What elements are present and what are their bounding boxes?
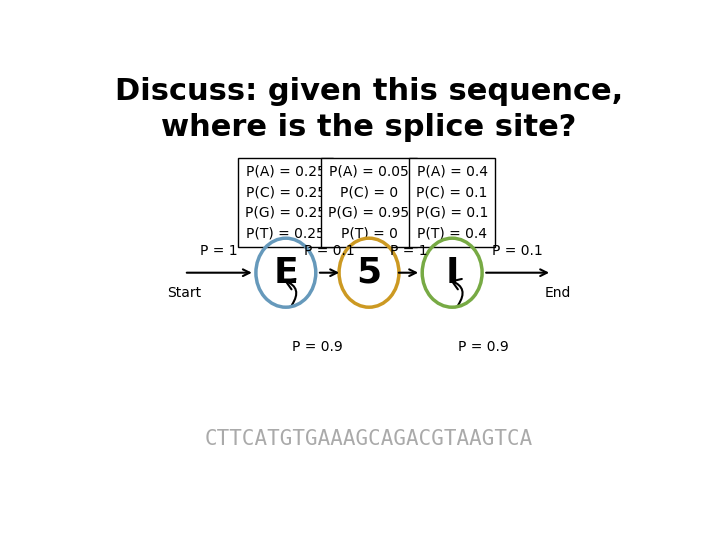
Text: Discuss: given this sequence,
where is the splice site?: Discuss: given this sequence, where is t… [115, 77, 623, 142]
Text: CTTCATGTGAAAGCAGACGTAAGTCA: CTTCATGTGAAAGCAGACGTAAGTCA [205, 429, 533, 449]
Text: P = 1: P = 1 [390, 244, 427, 258]
Text: P = 0.1: P = 0.1 [492, 244, 543, 258]
FancyArrowPatch shape [286, 279, 296, 305]
Text: P = 1: P = 1 [200, 244, 238, 258]
Text: End: End [545, 286, 572, 300]
Text: P = 0.1: P = 0.1 [304, 244, 355, 258]
Text: E: E [274, 256, 298, 289]
Text: P(A) = 0.05
P(C) = 0
P(G) = 0.95
P(T) = 0: P(A) = 0.05 P(C) = 0 P(G) = 0.95 P(T) = … [328, 165, 410, 240]
Text: P(A) = 0.4
P(C) = 0.1
P(G) = 0.1
P(T) = 0.4: P(A) = 0.4 P(C) = 0.1 P(G) = 0.1 P(T) = … [416, 165, 488, 240]
FancyArrowPatch shape [452, 279, 462, 305]
Text: Start: Start [167, 286, 201, 300]
Text: P = 0.9: P = 0.9 [292, 340, 343, 354]
Text: 5: 5 [356, 256, 382, 289]
Text: P(A) = 0.25
P(C) = 0.25
P(G) = 0.25
P(T) = 0.25: P(A) = 0.25 P(C) = 0.25 P(G) = 0.25 P(T)… [246, 165, 326, 240]
Text: I: I [446, 256, 459, 289]
Text: P = 0.9: P = 0.9 [459, 340, 509, 354]
